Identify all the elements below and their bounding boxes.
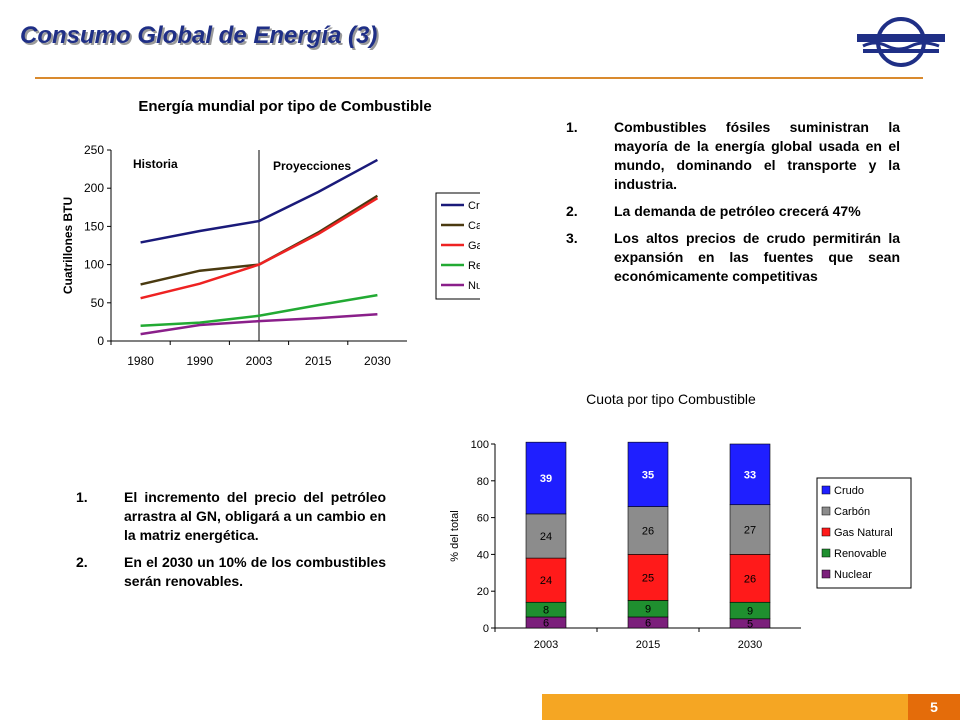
bullet-number: 3.: [566, 230, 578, 246]
bar-legend-swatch: [821, 548, 831, 558]
bar-chart-title: Cuota por tipo Combustible: [586, 391, 756, 407]
bar-legend-label: Gas Natural: [834, 527, 893, 539]
bullet-top-3: 3. Los altos precios de crudo permitirán …: [566, 229, 900, 286]
title-divider: [35, 77, 923, 79]
line-chart-title: Energía mundial por tipo de Combustible: [138, 98, 431, 115]
bar-chart-x-tick-label: 2015: [636, 639, 660, 651]
line-legend-label: Renovables: [468, 260, 480, 272]
line-chart-x-tick-label: 2003: [246, 354, 273, 368]
bar-chart-y-tick-label: 20: [477, 586, 489, 598]
stacked-bar-chart: Cuota por tipo Combustible % del total 0 20…: [449, 391, 912, 651]
line-chart-x-tick-label: 1980: [127, 354, 154, 368]
bullet-text: El incremento del precio del petróleo ar…: [124, 489, 386, 543]
line-legend-label: Nuclear: [468, 280, 480, 292]
bar-legend-swatch: [821, 506, 831, 516]
line-chart-x-tick-label: 2015: [305, 354, 332, 368]
bar-segment-crudo: [627, 441, 669, 507]
line-chart-annotation-projections: Proyecciones: [273, 159, 351, 173]
line-chart-y-tick-label: 50: [91, 296, 105, 310]
line-chart-x-tick-label: 1990: [186, 354, 213, 368]
bar-data-label-carbón: 26: [642, 525, 654, 537]
bullet-bottom-1: 1. El incremento del precio del petróleo …: [76, 488, 386, 545]
bar-chart-legend: [816, 477, 912, 589]
bar-data-label-gas-natural: 25: [642, 572, 654, 584]
bar-segment-crudo: [525, 441, 567, 515]
bar-chart-x-tick-label: 2030: [738, 639, 762, 651]
bar-legend-label: Nuclear: [834, 569, 872, 581]
bar-data-label-carbón: 27: [744, 525, 756, 537]
line-chart-y-tick-label: 100: [84, 258, 104, 272]
bar-data-label-renovable: 8: [543, 605, 549, 617]
line-series-renovables: [140, 293, 378, 327]
bar-data-label-carbón: 24: [540, 531, 552, 543]
bar-data-label-crudo: 39: [540, 473, 552, 485]
line-series-nuclear: [140, 313, 378, 336]
bar-data-label-gas-natural: 24: [540, 575, 552, 587]
bullet-number: 1.: [76, 489, 88, 505]
bar-chart-y-tick-label: 80: [477, 476, 489, 488]
bar-data-label-crudo: 33: [744, 469, 756, 481]
page-number: 5: [908, 694, 960, 720]
bar-data-label-crudo: 35: [642, 469, 654, 481]
bullet-text: En el 2030 un 10% de los combustibles se…: [124, 554, 386, 589]
bullets-bottom: 1. El incremento del precio del petróleo …: [76, 488, 386, 599]
bullets-top: 1. Combustibles fósiles suministran la ma…: [566, 118, 900, 294]
bullet-bottom-2: 2. En el 2030 un 10% de los combustibles …: [76, 553, 386, 591]
bullet-number: 2.: [76, 554, 88, 570]
bar-legend-label: Carbón: [834, 506, 870, 518]
bar-segment-gas-natural: [525, 557, 567, 603]
line-chart-ylabel: Cuatrillones BTU: [61, 197, 75, 294]
line-chart: Energía mundial por tipo de Combustible C…: [61, 98, 480, 368]
bar-data-label-renovable: 9: [747, 606, 753, 618]
bar-chart-y-tick-label: 100: [471, 439, 489, 451]
line-series-gas-natural: [140, 197, 379, 300]
line-chart-y-tick-label: 150: [84, 219, 104, 233]
line-chart-y-tick-label: 0: [97, 334, 104, 348]
bar-legend-label: Crudo: [834, 485, 864, 497]
bar-chart-ylabel: % del total: [449, 510, 461, 561]
bullet-text: Combustibles fósiles suministran la mayo…: [614, 119, 900, 192]
bullet-number: 1.: [566, 119, 578, 135]
bullet-number: 2.: [566, 203, 578, 219]
bullet-text: Los altos precios de crudo permitirán la…: [614, 230, 900, 284]
line-chart-y-tick-label: 250: [84, 143, 104, 157]
bar-legend-swatch: [821, 485, 831, 495]
bar-legend-label: Renovable: [834, 548, 887, 560]
bar-chart-y-tick-label: 60: [477, 513, 489, 525]
bullet-text: La demanda de petróleo crecerá 47%: [614, 203, 861, 219]
slide-title: Consumo Global de Energía (3): [20, 22, 378, 49]
footer-bar: [542, 694, 908, 720]
bullet-top-1: 1. Combustibles fósiles suministran la ma…: [566, 118, 900, 194]
bar-data-label-renovable: 9: [645, 604, 651, 616]
bar-chart-x-tick-label: 2003: [534, 639, 558, 651]
bar-segment-crudo: [729, 443, 771, 506]
bar-legend-swatch: [821, 569, 831, 579]
line-chart-y-tick-label: 200: [84, 181, 104, 195]
bar-segment-carbón: [627, 506, 669, 555]
bar-segment-carbón: [729, 504, 771, 555]
bullet-top-2: 2. La demanda de petróleo crecerá 47%: [566, 202, 900, 221]
bar-segment-gas-natural: [627, 554, 669, 601]
line-series-crudo: [140, 158, 378, 244]
bar-data-label-nuclear: 6: [645, 617, 651, 629]
line-legend-label: Gas Natural: [468, 240, 480, 252]
bar-data-label-nuclear: 5: [747, 618, 753, 630]
line-legend-label: Carbón: [468, 220, 480, 232]
line-chart-annotation-history: Historia: [133, 157, 178, 171]
bar-data-label-gas-natural: 26: [744, 573, 756, 585]
bar-chart-y-tick-label: 0: [483, 623, 489, 635]
line-legend-label: Crudo: [468, 200, 480, 212]
company-logo-icon: [857, 17, 945, 67]
bar-legend-swatch: [821, 527, 831, 537]
bar-data-label-nuclear: 6: [543, 617, 549, 629]
bar-chart-y-tick-label: 40: [477, 549, 489, 561]
line-chart-x-tick-label: 2030: [364, 354, 391, 368]
